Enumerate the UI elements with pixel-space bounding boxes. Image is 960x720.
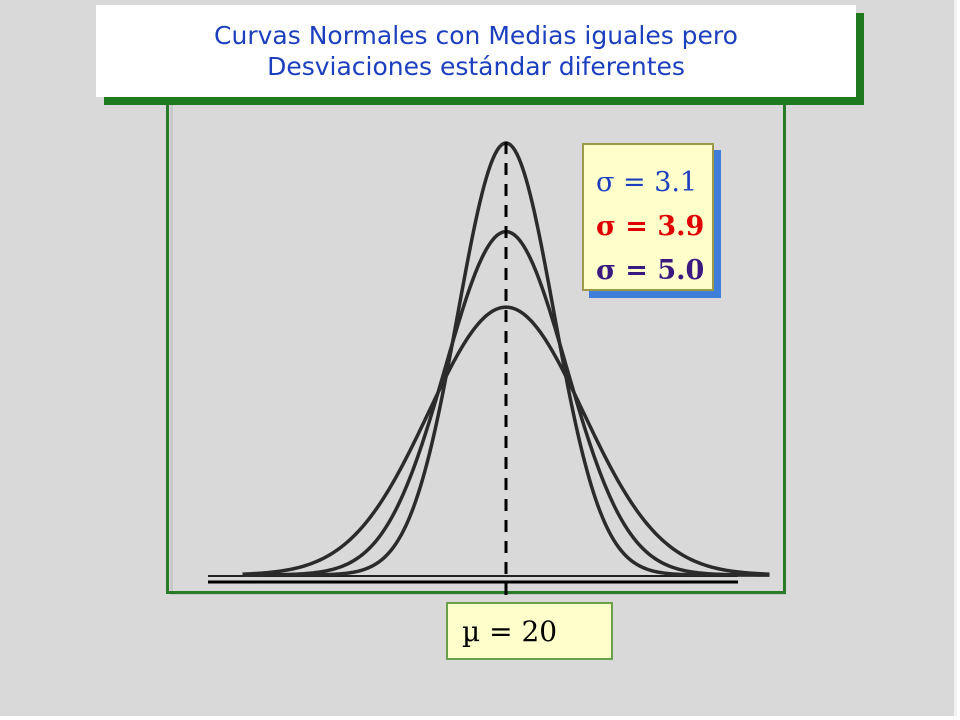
title-line-2: Desviaciones estándar diferentes [267, 52, 685, 81]
legend-entry-sigma-3-1: σ = 3.1 [596, 167, 698, 198]
plot-frame [166, 97, 786, 594]
title-line-1: Curvas Normales con Medias iguales pero [214, 21, 738, 50]
mean-label-box: µ = 20 [446, 602, 613, 660]
mean-label: µ = 20 [462, 614, 558, 648]
curve-sigma-5 [242, 305, 770, 576]
legend-entry-sigma-5-0: σ = 5.0 [596, 255, 705, 286]
title-box: Curvas Normales con Medias iguales pero … [96, 5, 856, 97]
legend: σ = 3.1 σ = 3.9 σ = 5.0 [582, 143, 714, 291]
legend-entry-sigma-3-9: σ = 3.9 [596, 211, 705, 242]
